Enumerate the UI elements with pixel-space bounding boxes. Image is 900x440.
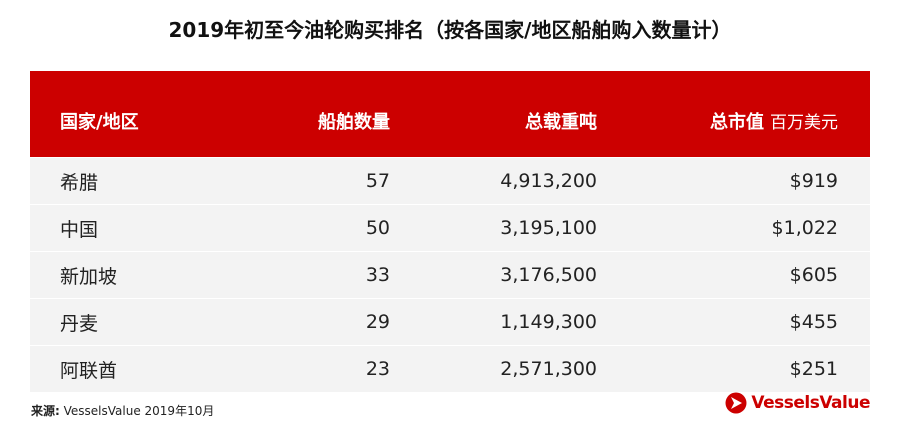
vesselsvalue-logo: VesselsValue	[725, 392, 870, 414]
table-row: 新加坡 33 3,176,500 $605	[30, 251, 870, 299]
table-row: 中国 50 3,195,100 $1,022	[30, 204, 870, 252]
cell-dwt: 3,176,500	[390, 251, 597, 299]
table-row: 丹麦 29 1,149,300 $455	[30, 298, 870, 346]
cell-count: 57	[230, 157, 390, 205]
cell-country: 中国	[30, 204, 230, 252]
cell-country: 阿联酋	[30, 345, 230, 392]
cell-country: 新加坡	[30, 251, 230, 299]
header-dwt: 总载重吨	[390, 71, 597, 158]
table-row: 希腊 57 4,913,200 $919	[30, 157, 870, 205]
header-value-label: 总市值	[710, 112, 764, 133]
header-value: 总市值 百万美元	[597, 71, 870, 158]
cell-value: $455	[597, 298, 870, 346]
cell-count: 29	[230, 298, 390, 346]
cell-dwt: 3,195,100	[390, 204, 597, 252]
logo-icon	[725, 392, 747, 414]
cell-count: 50	[230, 204, 390, 252]
ranking-table: 国家/地区 船舶数量 总载重吨 总市值 百万美元 希腊 57 4,913,200 $91…	[30, 71, 870, 392]
cell-dwt: 4,913,200	[390, 157, 597, 205]
cell-value: $919	[597, 157, 870, 205]
cell-dwt: 1,149,300	[390, 298, 597, 346]
cell-country: 丹麦	[30, 298, 230, 346]
header-row: 国家/地区 船舶数量 总载重吨 总市值 百万美元	[30, 71, 870, 158]
header-count: 船舶数量	[230, 71, 390, 158]
logo-text: VesselsValue	[751, 393, 870, 413]
source-label: 来源:	[31, 404, 60, 418]
table-title: 2019年初至今油轮购买排名（按各国家/地区船舶购入数量计）	[168, 18, 732, 42]
table-row: 阿联酋 23 2,571,300 $251	[30, 345, 870, 392]
header-country: 国家/地区	[30, 71, 230, 158]
cell-count: 23	[230, 345, 390, 392]
cell-count: 33	[230, 251, 390, 299]
cell-value: $251	[597, 345, 870, 392]
cell-value: $605	[597, 251, 870, 299]
cell-dwt: 2,571,300	[390, 345, 597, 392]
source-note: 来源: VesselsValue 2019年10月	[31, 402, 214, 419]
cell-value: $1,022	[597, 204, 870, 252]
cell-country: 希腊	[30, 157, 230, 205]
source-text: VesselsValue 2019年10月	[59, 404, 215, 418]
header-value-unit: 百万美元	[770, 113, 838, 133]
